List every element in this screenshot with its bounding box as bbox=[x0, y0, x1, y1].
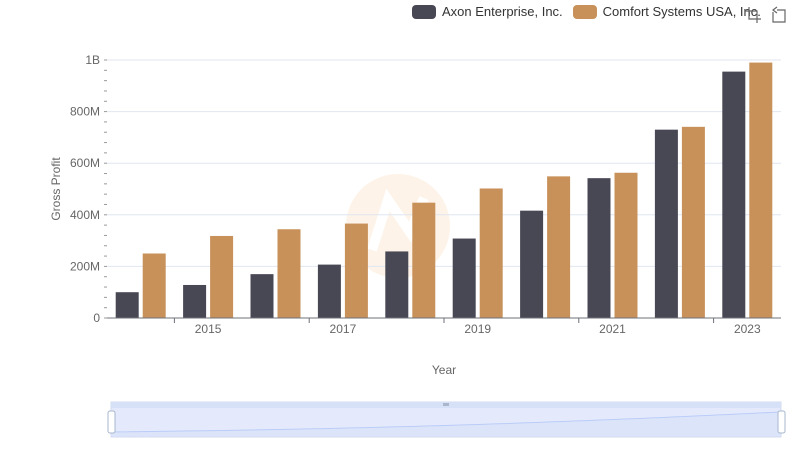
legend-item-comfort[interactable]: Comfort Systems USA, Inc. bbox=[572, 4, 761, 19]
x-tick-label: 2021 bbox=[599, 322, 626, 336]
bar-comfort-2020[interactable] bbox=[547, 176, 571, 318]
bar-comfort-2021[interactable] bbox=[614, 172, 638, 318]
data-zoom-handle-right[interactable] bbox=[777, 410, 786, 434]
bar-comfort-2019[interactable] bbox=[479, 188, 503, 318]
y-tick-label: 800M bbox=[70, 105, 100, 119]
y-axis-title: Gross Profit bbox=[49, 157, 63, 221]
bar-comfort-2015[interactable] bbox=[210, 235, 234, 318]
bar-axon-2020[interactable] bbox=[520, 210, 544, 318]
y-tick-label: 0 bbox=[93, 311, 100, 325]
x-tick-label: 2023 bbox=[734, 322, 761, 336]
bar-comfort-2014[interactable] bbox=[142, 253, 166, 319]
data-zoom-handle-left[interactable] bbox=[107, 410, 116, 434]
x-tick-label: 2015 bbox=[195, 322, 222, 336]
restore-icon[interactable] bbox=[770, 6, 788, 24]
bar-axon-2022[interactable] bbox=[654, 129, 678, 318]
y-tick-label: 600M bbox=[70, 156, 100, 170]
data-zoom-icon[interactable] bbox=[744, 6, 762, 24]
bar-axon-2016[interactable] bbox=[250, 274, 274, 318]
bar-axon-2015[interactable] bbox=[183, 284, 207, 318]
bar-comfort-2018[interactable] bbox=[412, 202, 436, 318]
bar-axon-2017[interactable] bbox=[317, 264, 341, 318]
data-zoom-slider[interactable] bbox=[107, 401, 786, 438]
y-tick-label: 1B bbox=[85, 53, 100, 67]
toolbox bbox=[744, 6, 788, 24]
bar-axon-2019[interactable] bbox=[452, 238, 476, 318]
bar-comfort-2016[interactable] bbox=[277, 229, 301, 318]
bar-axon-2021[interactable] bbox=[587, 178, 611, 318]
x-tick-label: 2019 bbox=[464, 322, 491, 336]
data-zoom-move-grip[interactable] bbox=[443, 403, 449, 406]
legend-label-axon: Axon Enterprise, Inc. bbox=[442, 4, 563, 19]
legend-swatch-axon bbox=[412, 4, 436, 19]
y-tick-label: 400M bbox=[70, 208, 100, 222]
legend: Axon Enterprise, Inc. Comfort Systems US… bbox=[412, 4, 761, 19]
x-axis-title: Year bbox=[432, 363, 456, 377]
bar-comfort-2017[interactable] bbox=[344, 223, 368, 318]
legend-swatch-comfort bbox=[572, 4, 597, 19]
bar-comfort-2022[interactable] bbox=[681, 126, 705, 319]
legend-item-axon[interactable]: Axon Enterprise, Inc. bbox=[412, 4, 563, 19]
x-tick-label: 2017 bbox=[330, 322, 357, 336]
y-tick-label: 200M bbox=[70, 259, 100, 273]
bar-axon-2014[interactable] bbox=[115, 292, 139, 318]
bar-axon-2018[interactable] bbox=[385, 251, 409, 318]
legend-label-comfort: Comfort Systems USA, Inc. bbox=[602, 4, 761, 19]
bar-axon-2023[interactable] bbox=[722, 71, 746, 318]
bar-comfort-2023[interactable] bbox=[749, 62, 773, 318]
data-zoom-selection[interactable] bbox=[111, 408, 781, 437]
